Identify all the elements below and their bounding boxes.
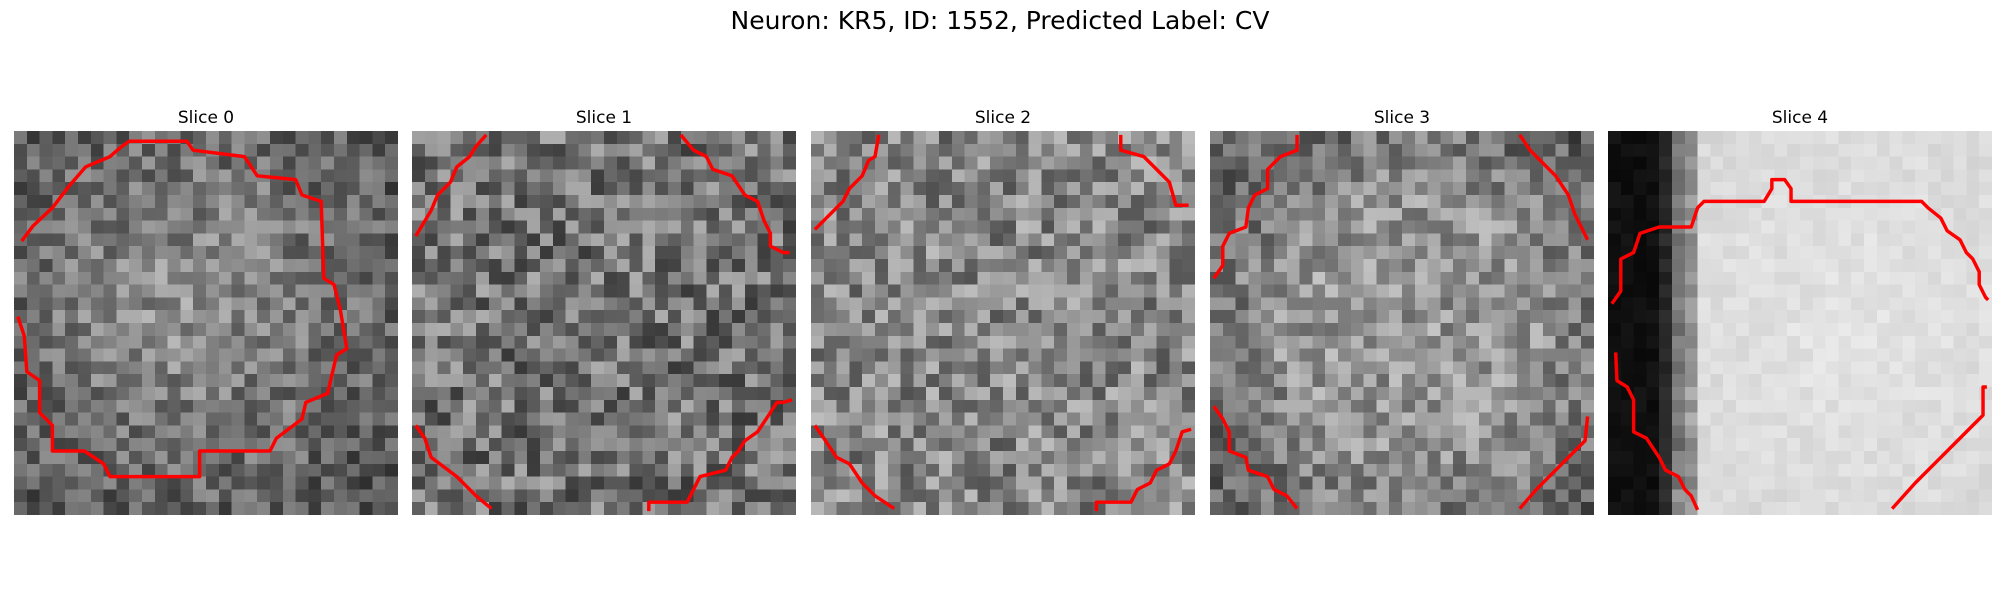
slice-contour-0 [16,139,349,479]
slice-title-0: Slice 0 [177,108,235,128]
slice-image-4 [1608,131,1992,515]
slice-contour-1 [414,133,793,512]
slice-image-1 [412,131,796,515]
figure-title: Neuron: KR5, ID: 1552, Predicted Label: … [730,6,1270,35]
slice-panel-1: Slice 1 [412,105,796,515]
slice-title-2: Slice 2 [974,108,1032,128]
slice-panel-3: Slice 3 [1210,105,1594,515]
slice-title-4: Slice 4 [1771,108,1829,128]
slice-contour-2 [813,134,1192,512]
slice-panel-4: Slice 4 [1608,105,1992,515]
slice-image-3 [1210,131,1594,515]
slice-title-1: Slice 1 [575,108,633,128]
slice-image-2 [811,131,1195,515]
slice-panel-0: Slice 0 [14,105,398,515]
slice-contour-4 [1610,177,1990,511]
slice-title-3: Slice 3 [1373,108,1431,128]
slice-contour-3 [1212,133,1590,510]
slice-panel-2: Slice 2 [811,105,1195,515]
